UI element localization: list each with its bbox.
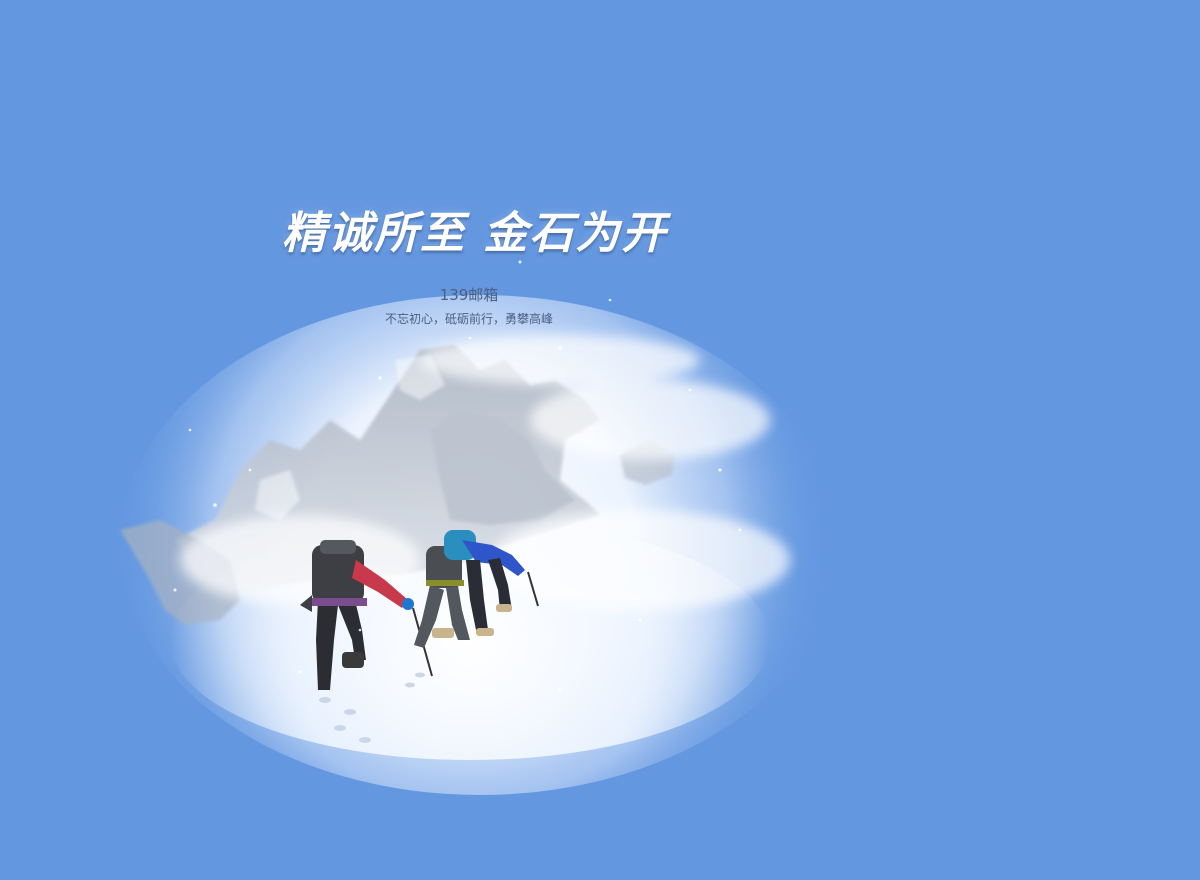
brand-name: 139邮箱: [439, 286, 499, 304]
hero-headline: 精诚所至 金石为开: [282, 208, 668, 259]
snow-streaks: [180, 335, 790, 610]
climber-front: [300, 540, 433, 690]
snowflakes: [173, 260, 742, 692]
footprints: [319, 672, 425, 743]
climber-back: [444, 530, 539, 636]
climber-middle: [414, 546, 470, 648]
brand-slogan: 不忘初心，砥砺前行，勇攀高峰: [384, 312, 553, 326]
